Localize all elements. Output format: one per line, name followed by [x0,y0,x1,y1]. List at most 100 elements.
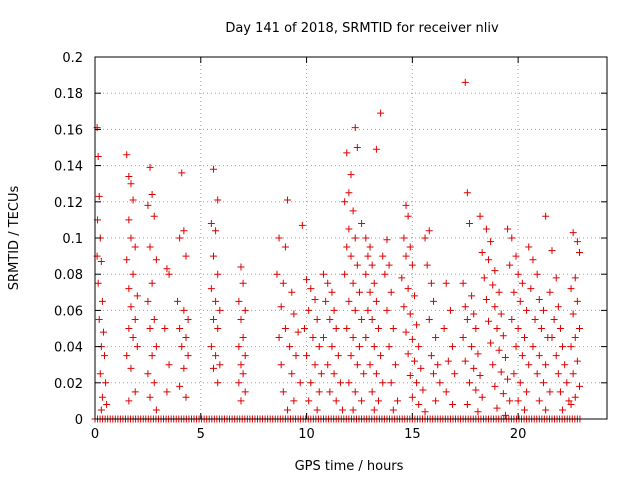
data-point [281,243,289,251]
data-point [326,388,334,396]
data-point [300,325,308,332]
data-point [550,315,558,323]
data-point [387,288,395,296]
data-point [334,352,342,360]
data-point [212,352,220,360]
data-point [214,196,222,204]
data-point [332,397,340,405]
data-point [508,234,516,242]
data-point [347,171,355,179]
data-point [184,352,192,360]
data-point [379,252,387,260]
x-tick-labels: 0 5 10 15 20 [91,427,527,442]
data-point [146,393,154,401]
data-point [427,352,435,360]
data-point [277,361,285,369]
data-point [95,192,103,200]
data-point [567,343,575,351]
data-point [97,406,105,414]
data-point [307,285,315,293]
data-point [311,296,319,304]
data-point [408,261,416,269]
data-point [294,328,302,336]
data-point [529,256,537,264]
data-point [326,315,334,323]
data-point [358,220,366,228]
data-point [421,408,429,416]
data-point [436,379,444,387]
data-point [575,248,583,256]
data-point [239,334,247,342]
data-point [241,352,249,360]
data-point [499,390,507,398]
data-point [290,310,298,318]
data-point [239,370,247,378]
data-point [273,270,281,278]
data-point [476,212,484,220]
data-point [209,165,217,173]
data-point [527,285,535,293]
data-point [343,243,351,251]
data-point [279,388,287,396]
data-point [430,297,438,305]
data-point [567,401,575,409]
data-point [148,279,156,287]
data-point [417,364,425,372]
data-point [497,368,505,376]
data-point [474,408,482,416]
data-point [95,315,103,323]
data-point [146,163,154,171]
data-point [389,406,397,414]
data-point [366,361,374,369]
data-point [461,357,469,365]
data-point [491,303,499,311]
data-point [415,343,423,351]
data-point [298,221,306,229]
x-tick-label: 5 [197,427,205,442]
data-point [362,334,370,342]
data-point [322,297,330,305]
data-point [446,306,454,314]
data-point [383,306,391,314]
data-point [235,297,243,305]
data-point [180,306,188,314]
data-point [176,234,184,242]
data-point [516,297,524,305]
data-point [508,315,516,323]
data-point [501,353,509,361]
data-point [423,261,431,269]
data-point [362,234,370,242]
data-point [351,124,359,132]
data-point [413,321,421,329]
data-point [410,357,418,365]
data-point [102,379,110,387]
data-point [516,379,524,387]
y-tick-label: 0.12 [54,196,83,211]
data-point [351,234,359,242]
data-point [504,375,512,383]
data-point [131,388,139,396]
data-point [180,227,188,235]
data-point [366,243,374,251]
data-point [495,346,503,354]
data-point [330,370,338,378]
data-point [317,370,325,378]
data-point [94,279,102,287]
data-point [402,252,410,260]
data-point [284,196,292,204]
data-point [514,325,522,332]
data-point [389,325,397,332]
data-point [129,196,137,204]
data-point [406,372,414,380]
data-point [148,352,156,360]
data-point [406,243,414,251]
data-point [506,261,514,269]
data-point [345,297,353,305]
data-point [377,109,385,117]
data-point [432,397,440,405]
data-point [163,265,171,273]
data-point [125,285,133,293]
data-point [125,325,133,332]
data-point [375,325,383,332]
data-point [98,297,106,305]
